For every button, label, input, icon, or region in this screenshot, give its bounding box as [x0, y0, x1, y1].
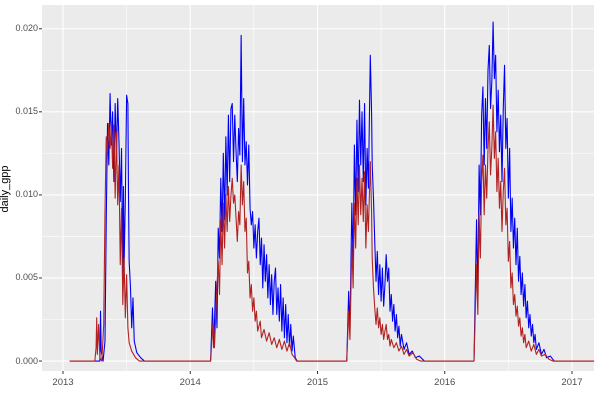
- x-tick-label: 2017: [561, 377, 583, 388]
- x-tick-label: 2014: [179, 377, 201, 388]
- series-red-line: [69, 104, 595, 362]
- y-tick-label: 0.020: [15, 23, 38, 34]
- y-tick-label: 0.010: [15, 189, 38, 200]
- x-tick-label: 2013: [52, 377, 74, 388]
- y-tick-label: 0.000: [15, 355, 38, 366]
- y-tick-label: 0.015: [15, 106, 38, 117]
- y-tick-label: 0.005: [15, 272, 38, 283]
- x-tick-label: 2015: [306, 377, 329, 388]
- x-tick-label: 2016: [434, 377, 456, 388]
